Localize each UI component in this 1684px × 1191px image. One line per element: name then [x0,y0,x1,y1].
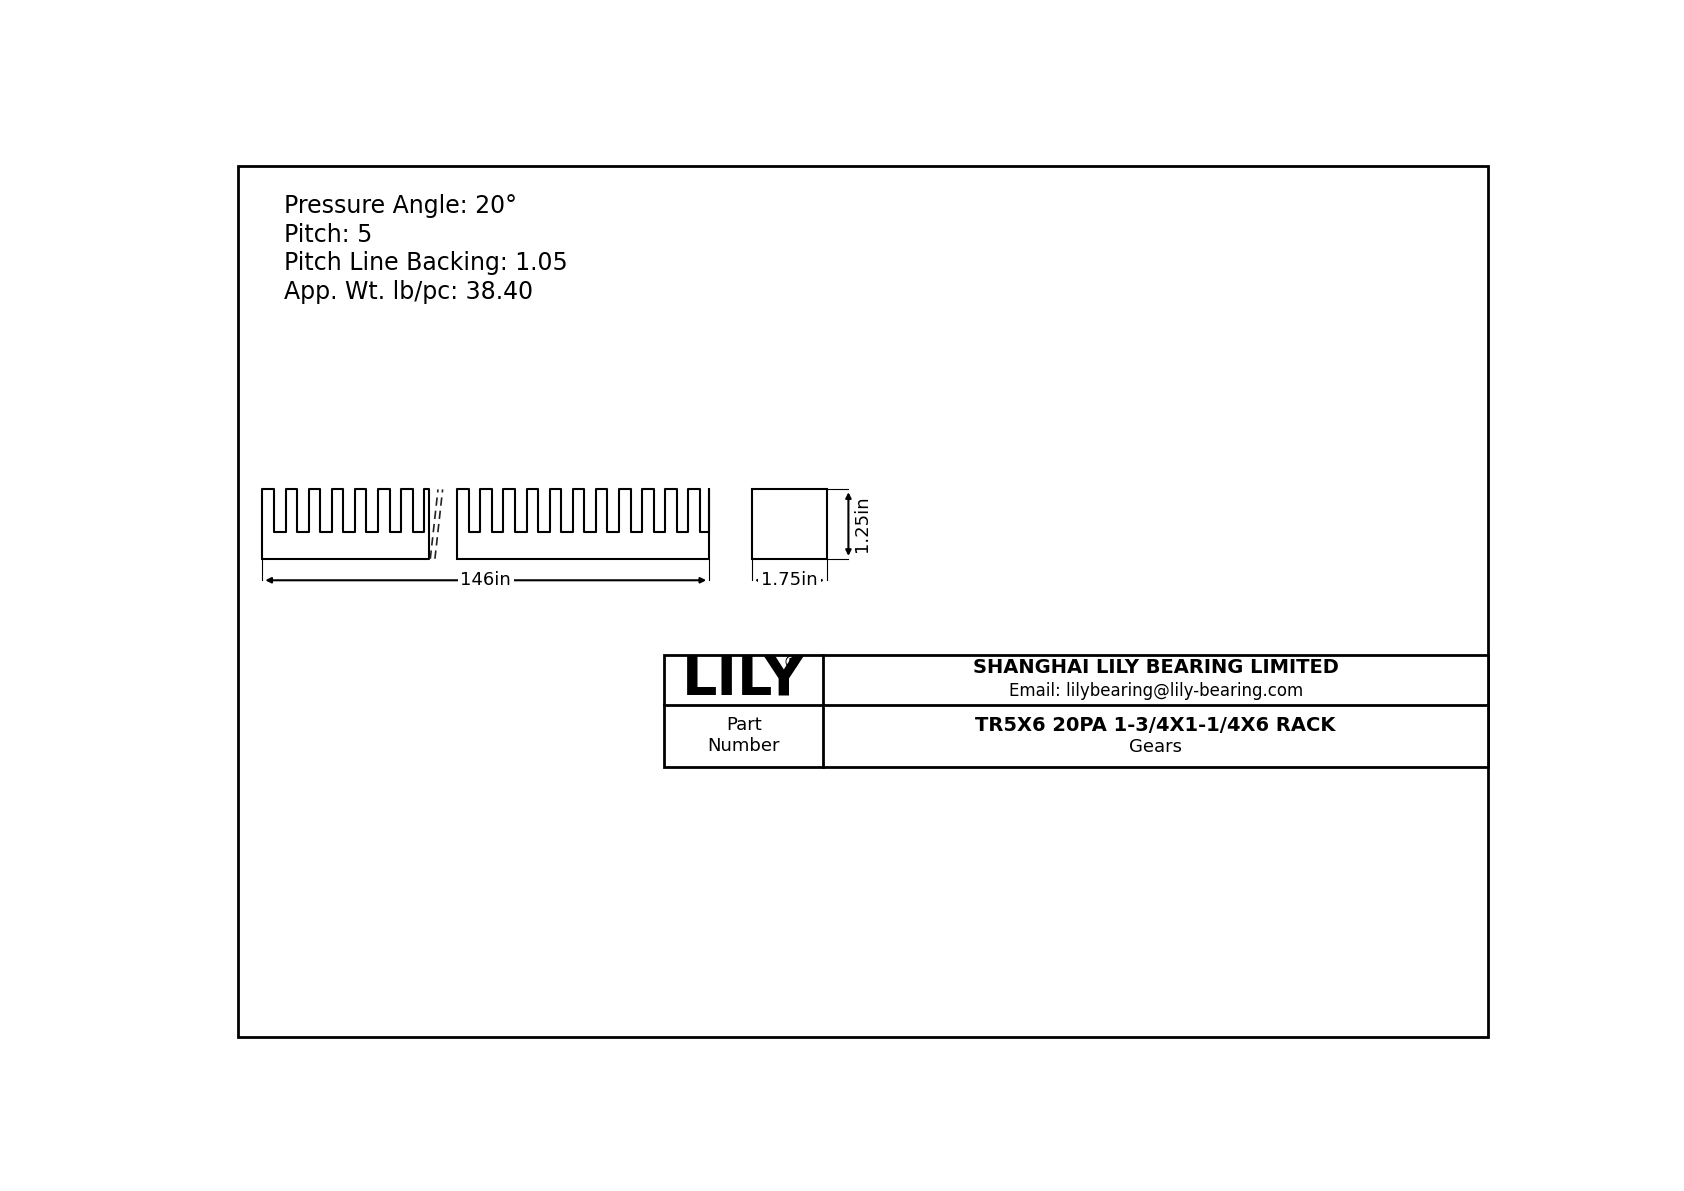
Text: Email: lilybearing@lily-bearing.com: Email: lilybearing@lily-bearing.com [1009,681,1303,700]
Text: 146in: 146in [460,572,512,590]
Text: ®: ® [783,654,800,672]
Text: Gears: Gears [1130,737,1182,755]
Text: 1.75in: 1.75in [761,572,818,590]
Text: Pressure Angle: 20°: Pressure Angle: 20° [285,194,517,218]
Text: App. Wt. lb/pc: 38.40: App. Wt. lb/pc: 38.40 [285,280,534,304]
Bar [665,655,1489,767]
Text: 1.25in: 1.25in [854,495,871,553]
Text: SHANGHAI LILY BEARING LIMITED: SHANGHAI LILY BEARING LIMITED [973,659,1339,678]
Text: Pitch Line Backing: 1.05: Pitch Line Backing: 1.05 [285,251,568,275]
Text: LILY: LILY [682,653,805,707]
Bar [753,490,827,559]
Text: Pitch: 5: Pitch: 5 [285,223,372,247]
Text: TR5X6 20PA 1-3/4X1-1/4X6 RACK: TR5X6 20PA 1-3/4X1-1/4X6 RACK [975,716,1335,735]
Text: Part
Number: Part Number [707,717,780,755]
